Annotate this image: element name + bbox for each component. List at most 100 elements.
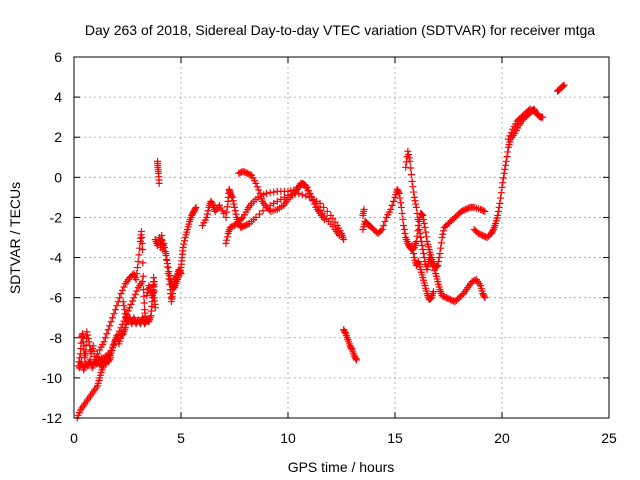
x-tick-labels: 0 5 10 15 20 25 bbox=[70, 430, 617, 446]
data-point bbox=[427, 260, 435, 268]
data-point bbox=[400, 221, 408, 229]
data-point bbox=[433, 262, 441, 270]
data-point bbox=[138, 278, 146, 286]
data-point bbox=[502, 157, 510, 165]
data-point bbox=[192, 203, 200, 211]
data-point bbox=[104, 326, 112, 334]
data-point bbox=[481, 294, 489, 302]
data-point bbox=[82, 348, 90, 356]
data-point bbox=[164, 264, 172, 272]
data-point bbox=[127, 300, 135, 308]
data-point bbox=[323, 207, 331, 215]
data-point bbox=[496, 199, 504, 207]
series-seg-i bbox=[162, 250, 185, 306]
data-point bbox=[494, 211, 502, 219]
series-seg-p bbox=[359, 205, 368, 219]
data-point bbox=[412, 203, 420, 211]
series-seg-l bbox=[222, 179, 343, 248]
series-seg-k bbox=[222, 185, 348, 244]
data-point bbox=[113, 302, 121, 310]
data-point bbox=[106, 322, 114, 330]
y-tick-label: -6 bbox=[50, 290, 63, 306]
data-point bbox=[420, 250, 428, 258]
y-tick-label: -2 bbox=[50, 209, 63, 225]
series-seg-e bbox=[119, 274, 159, 328]
data-point bbox=[340, 236, 348, 244]
x-tick-label: 10 bbox=[280, 430, 296, 446]
data-point bbox=[133, 270, 141, 278]
data-point bbox=[434, 262, 442, 270]
data-point bbox=[191, 205, 199, 213]
data-point bbox=[130, 294, 138, 302]
y-tick-label: 0 bbox=[54, 169, 62, 185]
data-point bbox=[85, 338, 93, 346]
data-point bbox=[160, 240, 168, 248]
data-point bbox=[164, 270, 172, 278]
data-point bbox=[437, 239, 445, 247]
data-point bbox=[231, 207, 239, 215]
data-point bbox=[244, 220, 252, 228]
data-point bbox=[390, 197, 398, 205]
data-point bbox=[410, 250, 418, 258]
data-point bbox=[176, 268, 184, 276]
data-point bbox=[177, 270, 185, 278]
data-point bbox=[415, 221, 423, 229]
data-point bbox=[309, 197, 317, 205]
data-point bbox=[404, 147, 412, 155]
data-point bbox=[417, 210, 425, 218]
data-point bbox=[347, 344, 355, 352]
data-point bbox=[222, 213, 230, 221]
data-point bbox=[320, 215, 328, 223]
y-tick-label: -4 bbox=[50, 250, 63, 266]
data-point bbox=[139, 272, 147, 280]
data-point bbox=[302, 182, 310, 190]
y-tick-label: 2 bbox=[54, 129, 62, 145]
series-seg-t bbox=[504, 105, 538, 143]
data-point bbox=[400, 225, 408, 233]
data-point bbox=[137, 227, 145, 235]
data-point bbox=[418, 211, 426, 219]
data-point bbox=[397, 199, 405, 207]
data-point bbox=[405, 151, 413, 159]
data-point bbox=[169, 285, 177, 293]
data-point bbox=[228, 192, 236, 200]
data-point bbox=[120, 283, 128, 291]
data-point bbox=[480, 292, 488, 300]
series-seg-s bbox=[470, 105, 547, 241]
data-point bbox=[397, 203, 405, 211]
data-point bbox=[388, 201, 396, 209]
data-point bbox=[273, 197, 281, 205]
data-point bbox=[204, 207, 212, 215]
data-point bbox=[504, 135, 512, 143]
data-point bbox=[436, 250, 444, 258]
data-point bbox=[181, 237, 189, 245]
data-point bbox=[479, 207, 487, 215]
data-point bbox=[155, 179, 163, 187]
data-point bbox=[502, 161, 510, 169]
data-point bbox=[102, 360, 110, 368]
data-point bbox=[140, 299, 148, 307]
data-point bbox=[180, 240, 188, 248]
x-axis-label: GPS time / hours bbox=[288, 459, 395, 475]
data-point bbox=[407, 171, 415, 179]
data-point bbox=[238, 215, 246, 223]
data-point bbox=[302, 192, 310, 200]
data-point bbox=[150, 274, 158, 282]
data-point bbox=[341, 328, 349, 336]
data-point bbox=[410, 193, 418, 201]
series-seg-q bbox=[402, 147, 489, 306]
data-point bbox=[481, 207, 489, 215]
data-point bbox=[435, 258, 443, 266]
data-point bbox=[401, 229, 409, 237]
series-seg-f bbox=[143, 278, 158, 302]
chart-title: Day 263 of 2018, Sidereal Day-to-day VTE… bbox=[85, 22, 595, 38]
data-point bbox=[253, 183, 261, 191]
x-tick-label: 25 bbox=[601, 430, 617, 446]
data-point bbox=[419, 211, 427, 219]
data-point bbox=[497, 189, 505, 197]
data-point bbox=[163, 256, 171, 264]
data-point bbox=[133, 264, 141, 272]
data-point bbox=[412, 200, 420, 208]
data-point bbox=[506, 132, 514, 140]
x-tick-label: 0 bbox=[70, 430, 78, 446]
